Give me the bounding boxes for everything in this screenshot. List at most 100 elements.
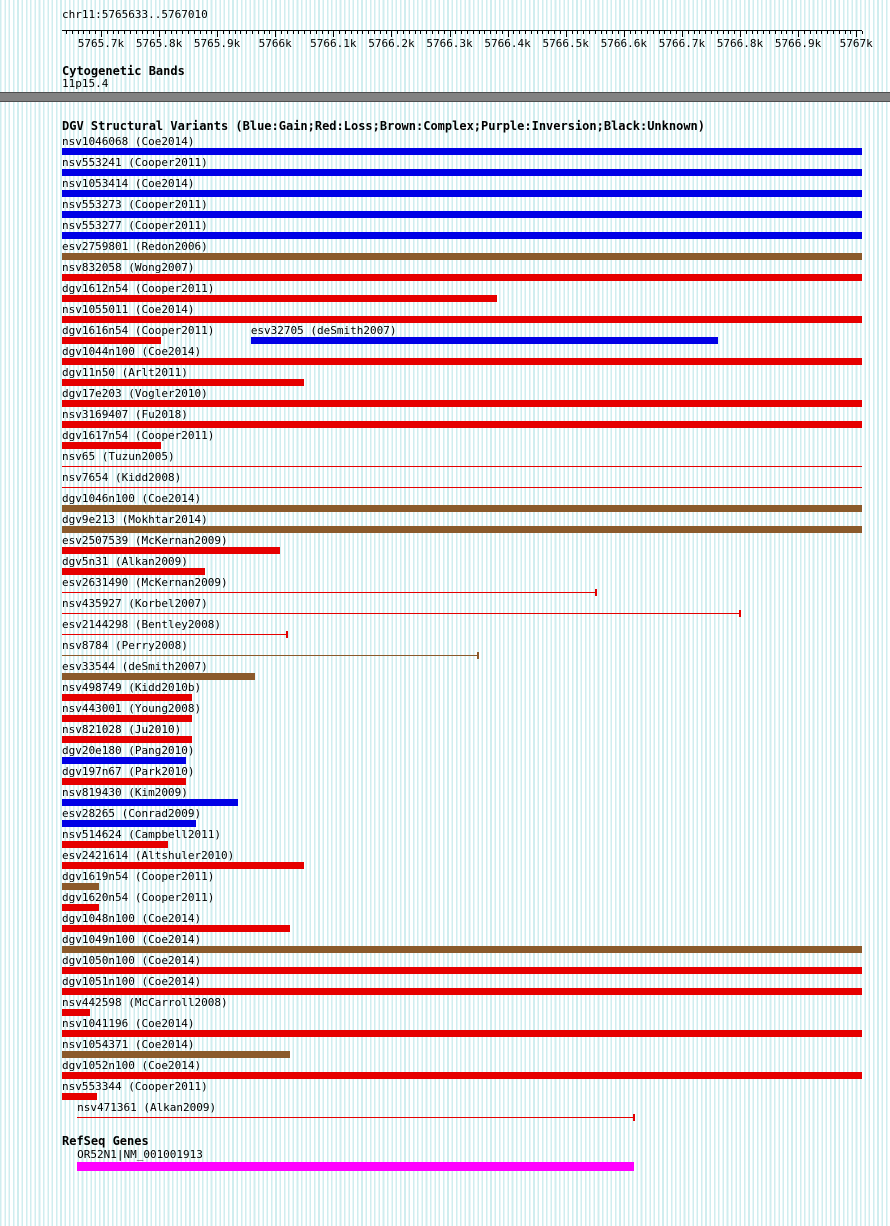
variant-label: nsv498749 (Kidd2010b): [62, 681, 202, 694]
ruler-minor-tick: [304, 31, 306, 34]
ruler-minor-tick: [432, 31, 434, 34]
variant-bar[interactable]: [62, 1051, 290, 1058]
variant-bar[interactable]: [62, 841, 169, 848]
variant-bar[interactable]: [62, 946, 862, 953]
variant-label: nsv514624 (Campbell2011): [62, 828, 221, 841]
variant-bar[interactable]: [62, 568, 205, 575]
ruler-minor-tick: [403, 31, 405, 34]
variant-bar[interactable]: [62, 274, 862, 281]
variant-bar[interactable]: [62, 820, 197, 827]
ruler-minor-tick: [257, 31, 259, 34]
variant-bar[interactable]: [62, 400, 862, 407]
variant-bar[interactable]: [62, 253, 862, 260]
variant-bar[interactable]: [62, 799, 239, 806]
variant-line[interactable]: [77, 1117, 635, 1118]
ruler-tick-label: 5765.8k: [135, 37, 183, 50]
ruler-minor-tick: [362, 31, 364, 34]
ruler-minor-tick: [687, 31, 689, 34]
ruler-minor-tick: [559, 31, 561, 34]
variant-label: nsv553273 (Cooper2011): [62, 198, 208, 211]
variant-bar[interactable]: [62, 925, 290, 932]
variant-row: nsv443001 (Young2008): [0, 703, 890, 724]
ruler-minor-tick: [734, 31, 736, 34]
variant-bar[interactable]: [62, 211, 862, 218]
variant-label: dgv1616n54 (Cooper2011): [62, 324, 215, 337]
ruler-minor-tick: [722, 31, 724, 34]
cytoband-name: 11p15.4: [62, 77, 109, 90]
variant-label: nsv553277 (Cooper2011): [62, 219, 208, 232]
ruler-minor-tick: [147, 31, 149, 34]
variant-bar[interactable]: [62, 169, 862, 176]
ruler-minor-tick: [135, 31, 137, 34]
variant-line[interactable]: [62, 634, 287, 635]
variant-bar[interactable]: [62, 1009, 90, 1016]
ruler-tick-label: 5766k: [258, 37, 292, 50]
refseq-genes: OR52N1|NM_001001913: [0, 1149, 890, 1189]
variant-bar[interactable]: [62, 904, 100, 911]
ruler-tick-label: 5766.6k: [600, 37, 647, 50]
variant-bar[interactable]: [62, 883, 100, 890]
variant-bar[interactable]: [62, 1030, 862, 1037]
variant-bar[interactable]: [62, 778, 186, 785]
variant-row: esv28265 (Conrad2009): [0, 808, 890, 829]
ruler-minor-tick: [577, 31, 579, 34]
ruler-major-tick: [507, 31, 509, 37]
ruler-minor-tick: [670, 31, 672, 34]
variant-bar[interactable]: [62, 715, 193, 722]
variant-bar[interactable]: [62, 757, 186, 764]
ruler-minor-tick: [844, 31, 846, 34]
ruler-minor-tick: [298, 31, 300, 34]
variant-bar[interactable]: [62, 673, 255, 680]
variant-bar[interactable]: [62, 547, 280, 554]
variant-row: dgv5n31 (Alkan2009): [0, 556, 890, 577]
ruler-minor-tick: [548, 31, 550, 34]
variant-bar[interactable]: [62, 1072, 862, 1079]
variant-bar[interactable]: [62, 316, 862, 323]
variant-bar[interactable]: [250, 337, 718, 344]
ruler-minor-tick: [495, 31, 497, 34]
variant-label: nsv832058 (Wong2007): [62, 261, 195, 274]
ruler-minor-tick: [501, 31, 503, 34]
ruler-minor-tick: [118, 31, 120, 34]
cytoband-bar[interactable]: [0, 92, 890, 102]
variant-bar[interactable]: [62, 358, 862, 365]
ruler-minor-tick: [827, 31, 829, 34]
ruler-major-tick: [217, 31, 219, 37]
ruler-minor-tick: [286, 31, 288, 34]
ruler-minor-tick: [71, 31, 73, 34]
variant-label: esv32705 (deSmith2007): [250, 324, 397, 337]
variant-bar[interactable]: [62, 736, 193, 743]
variant-bar[interactable]: [62, 337, 161, 344]
variant-line[interactable]: [62, 487, 862, 488]
variant-bar[interactable]: [62, 232, 862, 239]
variant-bar[interactable]: [62, 967, 862, 974]
variant-row: dgv1612n54 (Cooper2011): [0, 283, 890, 304]
variant-bar[interactable]: [62, 988, 862, 995]
variant-bar[interactable]: [62, 442, 161, 449]
variant-line[interactable]: [62, 655, 478, 656]
variant-bar[interactable]: [62, 148, 862, 155]
ruler-minor-tick: [554, 31, 556, 34]
variant-bar[interactable]: [62, 505, 862, 512]
ruler-minor-tick: [83, 31, 85, 34]
variant-line[interactable]: [62, 592, 596, 593]
ruler-minor-tick: [699, 31, 701, 34]
ruler-tick-label: 5766.3k: [426, 37, 473, 50]
ruler-minor-tick: [652, 31, 654, 34]
variant-bar[interactable]: [62, 190, 862, 197]
variant-bar[interactable]: [62, 421, 862, 428]
variant-label: nsv8784 (Perry2008): [62, 639, 188, 652]
variant-bar[interactable]: [62, 379, 305, 386]
variant-bar[interactable]: [62, 295, 498, 302]
variant-bar[interactable]: [62, 526, 862, 533]
variant-line[interactable]: [62, 466, 862, 467]
variant-line[interactable]: [62, 613, 740, 614]
variant-row: dgv1049n100 (Coe2014): [0, 934, 890, 955]
ruler-major-tick: [681, 31, 683, 37]
ruler-minor-tick: [356, 31, 358, 34]
variant-label: esv2421614 (Altshuler2010): [62, 849, 235, 862]
variant-bar[interactable]: [62, 862, 305, 869]
variant-bar[interactable]: [62, 1093, 97, 1100]
gene-bar[interactable]: [77, 1162, 635, 1171]
variant-bar[interactable]: [62, 694, 193, 701]
